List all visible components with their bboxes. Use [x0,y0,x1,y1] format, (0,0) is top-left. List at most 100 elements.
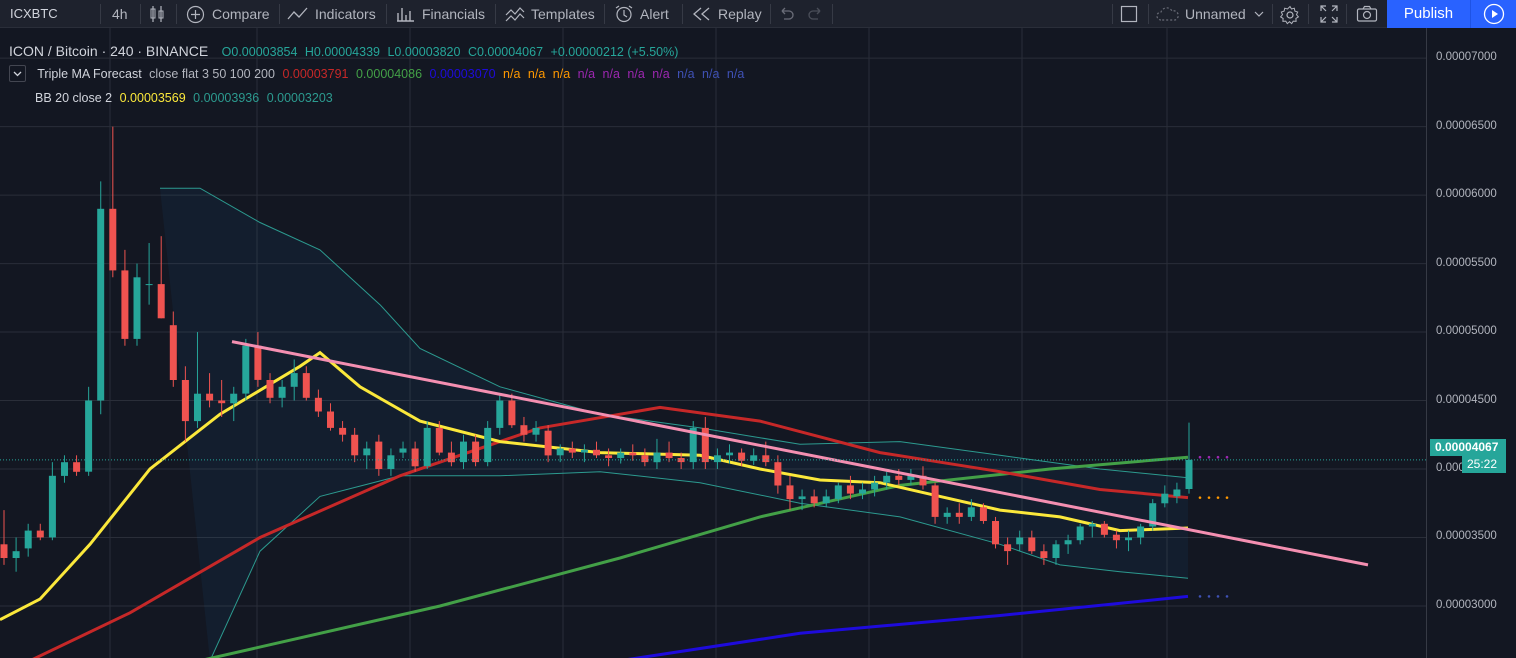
candle-body [810,496,818,504]
candle-body [423,427,431,467]
symbol-legend-row[interactable]: ICON / Bitcoin · 240 · BINANCE O0.000038… [9,42,682,60]
candle-body [713,455,721,463]
divider [1148,4,1149,24]
candle-body [254,345,262,380]
candle-body [194,393,201,422]
chevron-down-icon [1254,11,1264,17]
candle-body [1161,493,1169,504]
candle-body [133,277,141,339]
price-axis[interactable] [1426,28,1516,658]
candle-body [496,400,504,428]
ohlc-change: +0.00000212 (+5.50%) [550,45,679,59]
ohlc-open: O0.00003854 [221,45,298,59]
symbol-title: ICON / Bitcoin · 240 · BINANCE [9,43,209,59]
candles-icon [150,6,164,22]
candle-body [1137,526,1145,538]
candle-body [834,485,842,500]
candle-body [230,393,238,404]
redo-button[interactable] [806,0,826,28]
forecast-dot [1225,455,1229,459]
ma-value-2: 0.00004086 [355,67,423,81]
fullscreen-layout-button[interactable] [1120,0,1140,28]
snapshot-button[interactable] [1356,0,1378,28]
candle-body [460,441,467,463]
candle-body [339,427,347,435]
overlays [0,340,1426,567]
play-icon [1483,3,1505,25]
price-chart[interactable] [0,28,1426,658]
forecast-dot [1225,496,1229,499]
moving-averages [0,350,1229,658]
divider [100,4,101,24]
candle-body [314,397,322,412]
candle-body [532,427,540,435]
bb-legend-row[interactable]: BB 20 close 2 0.00003569 0.00003936 0.00… [35,89,337,107]
alert-button[interactable]: Alert [614,0,669,28]
candle-body [605,455,613,458]
replay-label: Replay [718,6,762,22]
candle-body [435,427,443,453]
candle-body [653,452,661,463]
candle-body [327,411,334,428]
plus-circle-icon [186,5,205,24]
ma-na: n/a [527,67,546,81]
interval-selector[interactable]: 4h [112,6,128,22]
indicators-icon [287,7,308,20]
replay-button[interactable]: Replay [692,0,762,28]
layout-name-dropdown[interactable]: Unnamed [1155,0,1268,28]
settings-button[interactable] [1280,0,1300,28]
ma-indicator-params: close flat 3 50 100 200 [149,67,275,81]
bb-lower-value: 0.00003203 [266,91,333,105]
fullscreen-button[interactable] [1320,0,1340,28]
compare-button[interactable]: Compare [186,0,270,28]
candle-body [895,475,903,480]
forecast-dot [1198,455,1202,459]
candle-body [931,485,939,517]
candle-body [629,452,637,456]
candle-body [750,455,758,461]
bb-indicator-name: BB 20 close 2 [35,91,113,105]
collapse-legend-button[interactable] [9,65,26,83]
chart-type-button[interactable] [148,0,168,28]
grid [0,28,1426,658]
rewind-icon [693,7,710,21]
candle-body [1185,459,1193,489]
templates-button[interactable]: Templates [505,0,595,28]
play-button[interactable] [1470,0,1516,28]
bollinger-bands [160,187,1189,658]
financials-button[interactable]: Financials [396,0,485,28]
candle-body [846,485,854,494]
indicators-button[interactable]: Indicators [287,0,376,28]
candle-body [701,427,709,463]
ma-blue-line [627,594,1189,658]
candle-body [375,441,383,469]
ma-na: n/a [627,67,645,81]
forecast-dot [1198,496,1202,499]
undo-button[interactable] [778,0,798,28]
triple-ma-legend-row[interactable]: Triple MA Forecast close flat 3 50 100 2… [9,65,748,83]
candle-body [568,448,576,453]
candle-body [1173,489,1181,497]
candle-body [544,430,552,456]
candle-body [738,452,746,461]
templates-label: Templates [531,6,595,22]
financials-label: Financials [422,6,486,22]
bb-upper-value: 0.00003936 [193,91,260,105]
forecast-dot [1198,595,1202,598]
ohlc-close: C0.00004067 [467,45,544,59]
ma-na: n/a [602,67,620,81]
symbol-search[interactable]: ICXBTC [10,6,58,21]
bar-countdown-label: 25:22 [1462,456,1506,473]
divider [1112,4,1113,24]
alarm-clock-icon [615,5,633,23]
indicators-label: Indicators [315,6,376,22]
publish-button[interactable]: Publish [1387,0,1470,28]
divider [832,4,833,24]
candle-body [508,400,516,426]
candle-body [290,373,298,387]
square-icon [1120,5,1138,23]
divider [1272,4,1273,24]
candle-body [726,452,733,456]
candle-body [907,475,915,480]
candle-body [1064,540,1072,545]
